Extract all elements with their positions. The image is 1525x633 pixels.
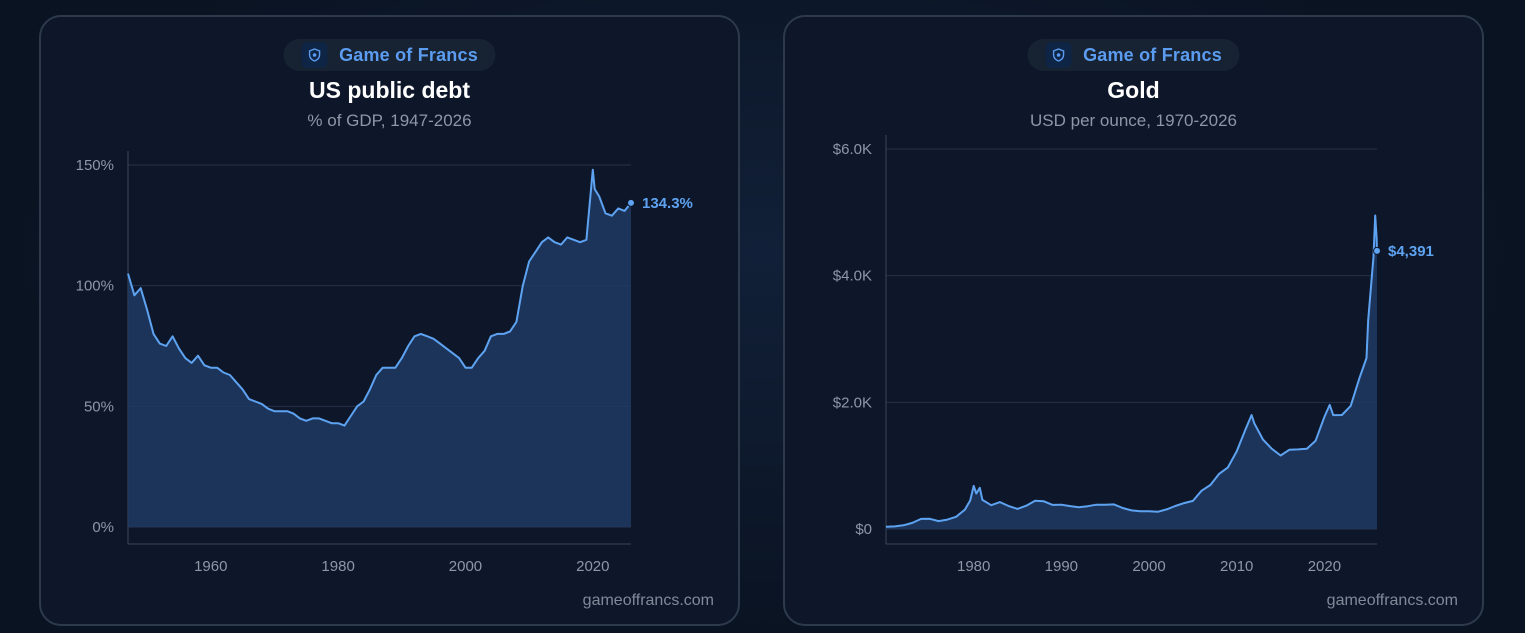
brand-name: Game of Francs: [339, 44, 478, 65]
brand-name: Game of Francs: [1083, 44, 1222, 65]
end-point-marker: [627, 198, 635, 207]
end-value-label: $4,391: [1388, 243, 1434, 260]
chart-subtitle: USD per ounce, 1970-2026: [1030, 111, 1237, 130]
end-value-label: 134.3%: [642, 195, 693, 212]
y-tick-label: $2.0K: [833, 394, 872, 411]
chart-subtitle: % of GDP, 1947-2026: [307, 111, 472, 130]
y-tick-label: 50%: [84, 398, 114, 415]
x-tick-label: 1980: [321, 558, 354, 575]
x-tick-label: 1990: [1045, 558, 1078, 575]
y-tick-label: $0: [855, 521, 872, 538]
x-tick-label: 1980: [957, 558, 990, 575]
footer-source[interactable]: gameoffrancs.com: [582, 592, 714, 609]
x-tick-label: 2010: [1220, 558, 1253, 575]
y-tick-label: 150%: [76, 157, 114, 174]
y-tick-label: 0%: [92, 519, 114, 536]
chart-title: US public debt: [309, 77, 470, 103]
x-tick-label: 2000: [1132, 558, 1165, 575]
series-area: [886, 215, 1377, 529]
series-line: [127, 168, 632, 427]
end-point-marker: [1373, 246, 1381, 255]
series-line: [885, 214, 1378, 528]
y-tick-label: 100%: [76, 278, 114, 295]
shield-logo-icon: [301, 42, 328, 68]
brand-pill[interactable]: Game of Francs: [1027, 39, 1240, 71]
chart-card-us-debt: Game of Francs US public debt % of GDP, …: [39, 15, 740, 626]
x-tick-label: 2020: [1308, 558, 1341, 575]
x-tick-label: 1960: [194, 558, 227, 575]
gold-chart-plot: $0 $2.0K $4.0K $6.0K 1980 1990 2000 2010 2020 $4,…: [833, 135, 1434, 575]
debt-chart-plot: 0% 50% 100% 150% 1960 1980 2000 2020 134.3%: [76, 151, 693, 575]
chart-card-gold: Game of Francs Gold USD per ounce, 1970-…: [783, 15, 1484, 626]
shield-logo-icon: [1045, 42, 1072, 68]
x-tick-label: 2000: [449, 558, 482, 575]
footer-source[interactable]: gameoffrancs.com: [1326, 592, 1458, 609]
y-tick-label: $6.0K: [833, 141, 872, 158]
brand-pill[interactable]: Game of Francs: [283, 39, 496, 71]
y-tick-label: $4.0K: [833, 268, 872, 285]
series-area: [128, 169, 631, 528]
chart-title: Gold: [1107, 77, 1160, 103]
x-tick-label: 2020: [576, 558, 609, 575]
